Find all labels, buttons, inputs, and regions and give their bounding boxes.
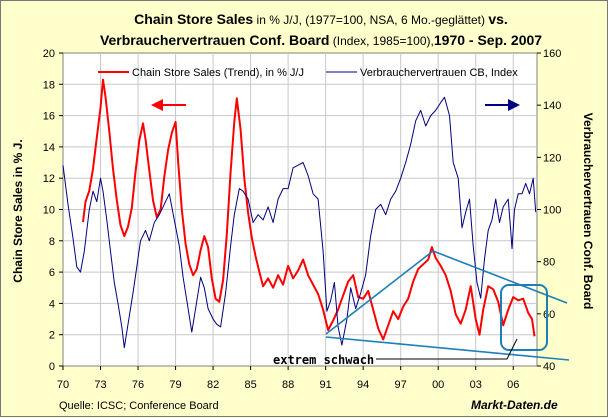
- x-tick-label: 88: [282, 379, 294, 391]
- x-tick-label: 76: [132, 379, 144, 391]
- x-tick-label: 85: [244, 379, 256, 391]
- legend-label-consumer-confidence: Verbrauchervertrauen CB, Index: [360, 67, 518, 79]
- y-left-tick-label: 14: [43, 142, 55, 154]
- axis-ticks: [59, 52, 541, 370]
- y-right-tick-label: 60: [543, 309, 555, 321]
- legend-label-chain-store-sales: Chain Store Sales (Trend), in % J/J: [132, 67, 304, 79]
- series-line-chain-store-sales: [82, 78, 536, 341]
- y-left-tick-label: 10: [43, 205, 55, 217]
- x-tick-label: 70: [57, 379, 69, 391]
- annotation-extrem-schwach: extrem schwach: [273, 353, 374, 367]
- x-tick-label: 82: [207, 379, 219, 391]
- x-tick-label: 91: [320, 379, 332, 391]
- y-left-tick-label: 2: [49, 330, 55, 342]
- series-line-consumer-confidence: [62, 96, 537, 349]
- x-tick-label: 00: [432, 379, 444, 391]
- x-tick-label: 06: [507, 379, 519, 391]
- x-tick-label: 94: [357, 379, 369, 391]
- y-right-tick-label: 140: [543, 100, 561, 112]
- y-left-tick-label: 16: [43, 111, 55, 123]
- x-axis-ticks: 70 73 76 79 82 85 88 91 94 97 00 03 06: [57, 379, 519, 391]
- arrow-left-red-icon: [151, 99, 186, 111]
- y-axis-right-ticks: 40 60 80 100 120 140 160: [543, 48, 561, 373]
- annotation-pointer-line: [376, 338, 518, 360]
- chart-title-line-2: Verbrauchervertrauen Conf. Board (Index,…: [100, 32, 542, 48]
- x-tick-label: 73: [94, 379, 106, 391]
- highlight-box-recent: [500, 284, 548, 351]
- y-left-tick-label: 8: [49, 236, 55, 248]
- y-axis-left-ticks: 0 2 4 6 8 10 12 14 16 18 20: [43, 48, 55, 373]
- y-right-tick-label: 40: [543, 361, 555, 373]
- source-note: Quelle: ICSC; Conference Board: [59, 400, 219, 412]
- arrow-right-blue-icon: [485, 99, 520, 111]
- y-left-tick-label: 6: [49, 267, 55, 279]
- y-left-tick-label: 0: [49, 361, 55, 373]
- y-left-tick-label: 12: [43, 173, 55, 185]
- y-right-tick-label: 80: [543, 257, 555, 269]
- y-axis-right-label: Verbrauchervertrauen Conf. Board: [581, 113, 595, 310]
- y-right-tick-label: 160: [543, 48, 561, 60]
- trend-line-upper-left: [325, 250, 434, 335]
- x-tick-label: 03: [470, 379, 482, 391]
- x-tick-label: 97: [395, 379, 407, 391]
- y-right-tick-label: 100: [543, 205, 561, 217]
- chart-title-line-1: Chain Store Sales in % J/J, (1977=100, N…: [134, 11, 508, 27]
- trend-line-upper-right: [432, 250, 568, 304]
- y-left-tick-label: 4: [49, 298, 55, 310]
- y-axis-left-label: Chain Store Sales in % J.: [11, 139, 25, 282]
- y-left-tick-label: 20: [43, 48, 55, 60]
- y-right-tick-label: 120: [543, 152, 561, 164]
- y-left-tick-label: 18: [43, 79, 55, 91]
- brand-logo: Markt-Daten.de: [471, 398, 558, 412]
- x-tick-label: 79: [169, 379, 181, 391]
- trend-line-lower: [325, 336, 570, 361]
